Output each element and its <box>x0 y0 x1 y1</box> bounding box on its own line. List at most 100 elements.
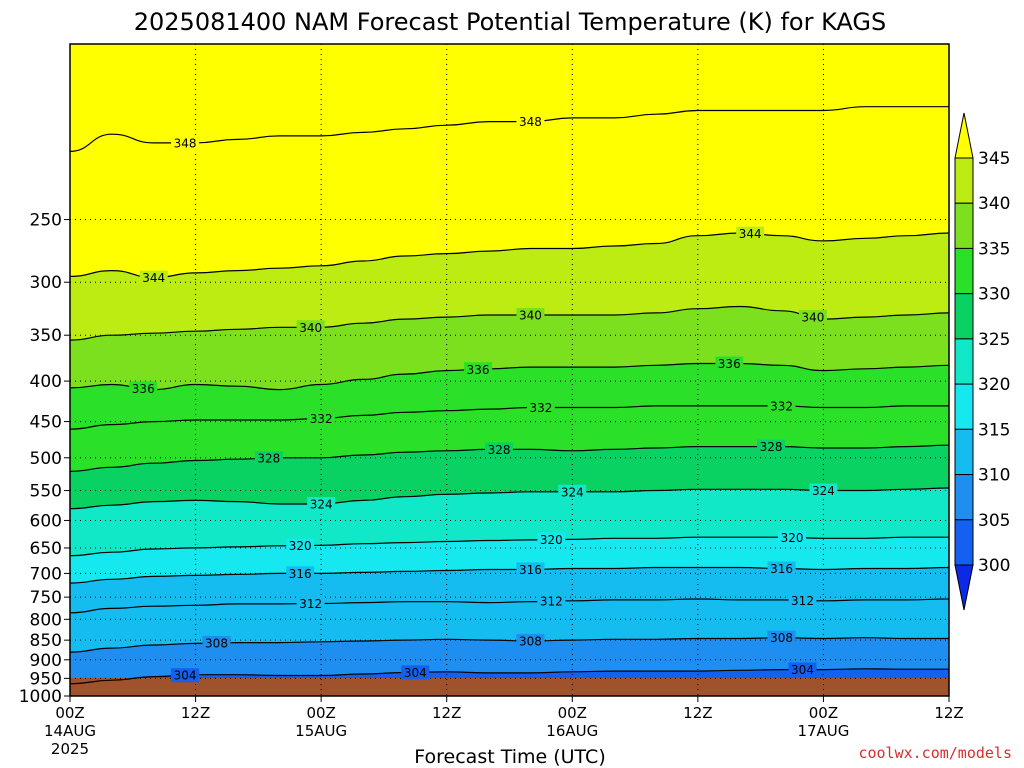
contour-label-bg <box>202 635 231 650</box>
contour-label: 340 <box>802 311 825 325</box>
contour-label: 308 <box>519 634 542 648</box>
contour-label: 308 <box>770 631 793 645</box>
contour-line-344 <box>70 232 949 279</box>
contour-label-bg <box>286 538 315 553</box>
contour-label: 312 <box>540 595 563 609</box>
contour-label-bg <box>767 630 796 645</box>
colorbar-segment <box>954 519 974 566</box>
contour-label: 308 <box>205 636 228 650</box>
contour-line-332 <box>70 405 949 430</box>
contour-label: 312 <box>299 597 322 611</box>
colorbar-segment <box>954 383 974 430</box>
x-tick-date: 16AUG <box>546 722 598 740</box>
x-tick-label: 12Z <box>181 704 210 722</box>
contour-label: 332 <box>529 401 552 415</box>
contour-label: 324 <box>310 498 333 512</box>
contour-label: 320 <box>540 533 563 547</box>
contour-label-bg <box>798 310 827 325</box>
y-tick-label: 700 <box>30 564 62 584</box>
contour-label-bg <box>464 362 493 377</box>
contour-label: 316 <box>289 567 312 581</box>
colorbar-tick-label: 320 <box>978 375 1010 395</box>
contour-label-bg <box>736 226 765 241</box>
contour-label-bg <box>171 135 200 150</box>
plot-frame <box>69 43 950 697</box>
x-tick-label: 00Z <box>306 704 335 722</box>
colorbar-tick-label: 335 <box>978 239 1010 259</box>
contour-label-bg <box>809 483 838 498</box>
contour-label: 320 <box>781 531 804 545</box>
colorbar-extend-bottom <box>954 564 974 611</box>
colorbar-tick-label: 325 <box>978 330 1010 350</box>
contour-label-bg <box>778 530 807 545</box>
x-tick-label: 12Z <box>432 704 461 722</box>
contour-label-bg <box>254 451 283 466</box>
colorbar-segment <box>954 293 974 340</box>
colorbar-segment <box>954 157 974 204</box>
contour-label-bg <box>558 484 587 499</box>
contour-label-bg <box>537 594 566 609</box>
colorbar-tick-label: 305 <box>978 511 1010 531</box>
y-tick-label: 450 <box>30 413 62 433</box>
contour-label-bg <box>516 114 545 129</box>
contour-label: 304 <box>174 669 197 683</box>
contour-label: 304 <box>404 666 427 680</box>
x-tick-date: 17AUG <box>797 722 849 740</box>
contour-label: 340 <box>299 321 322 335</box>
x-tick-year: 2025 <box>51 740 89 758</box>
plot-area: 304 304 304 308 308 308 312 312 312 316 316 316 320 3… <box>70 44 949 696</box>
y-tick-label: 500 <box>30 449 62 469</box>
y-tick-label: 750 <box>30 588 62 608</box>
y-tick-label: 650 <box>30 539 62 559</box>
colorbar-segment <box>954 202 974 249</box>
y-tick-label: 850 <box>30 631 62 651</box>
contour-label-bg <box>286 566 315 581</box>
contour-label-bg <box>485 442 514 457</box>
contour-label-bg <box>516 562 545 577</box>
contour-label-bg <box>139 270 168 285</box>
contour-line-348 <box>70 106 949 152</box>
contour-label-bg <box>171 668 200 683</box>
y-tick-label: 800 <box>30 610 62 630</box>
contour-label: 320 <box>289 539 312 553</box>
contour-label: 328 <box>760 440 783 454</box>
y-tick-label: 350 <box>30 326 62 346</box>
contour-label-bg <box>296 320 325 335</box>
contour-label-bg <box>296 596 325 611</box>
contour-label-bg <box>788 662 817 677</box>
contour-label: 344 <box>739 227 762 241</box>
y-tick-label: 300 <box>30 273 62 293</box>
contour-label-bg <box>307 411 336 426</box>
contour-line-316 <box>70 566 949 584</box>
colorbar: 300 305 310 315 320 325 330 335 340 345 <box>954 112 1010 611</box>
contour-label: 332 <box>310 412 333 426</box>
colorbar-tick-label: 330 <box>978 285 1010 305</box>
contour-label: 336 <box>718 357 741 371</box>
contour-label: 344 <box>142 271 165 285</box>
chart-title: 2025081400 NAM Forecast Potential Temper… <box>134 8 887 36</box>
x-axis-label: Forecast Time (UTC) <box>414 746 605 768</box>
colorbar-extend-top <box>954 112 974 159</box>
contour-label: 324 <box>812 484 835 498</box>
x-tick-date: 14AUG <box>44 722 96 740</box>
contour-label: 304 <box>791 663 814 677</box>
contour-label: 312 <box>791 594 814 608</box>
colorbar-segment <box>954 428 974 476</box>
y-tick-label: 1000 <box>19 687 62 707</box>
y-tick-label: 550 <box>30 482 62 502</box>
y-tick-label: 600 <box>30 511 62 531</box>
contour-label: 336 <box>132 382 155 396</box>
contour-label: 316 <box>519 563 542 577</box>
contour-label-bg <box>401 665 430 680</box>
y-tick-label: 950 <box>30 669 62 689</box>
x-tick-label: 12Z <box>934 704 963 722</box>
contour-label-bg <box>129 381 158 396</box>
contour-label: 332 <box>770 399 793 413</box>
y-tick-label: 900 <box>30 651 62 671</box>
colorbar-tick-label: 310 <box>978 466 1010 486</box>
colorbar-segment <box>954 474 974 521</box>
x-tick-label: 00Z <box>809 704 838 722</box>
x-tick-label: 00Z <box>55 704 84 722</box>
contour-label: 328 <box>488 443 511 457</box>
